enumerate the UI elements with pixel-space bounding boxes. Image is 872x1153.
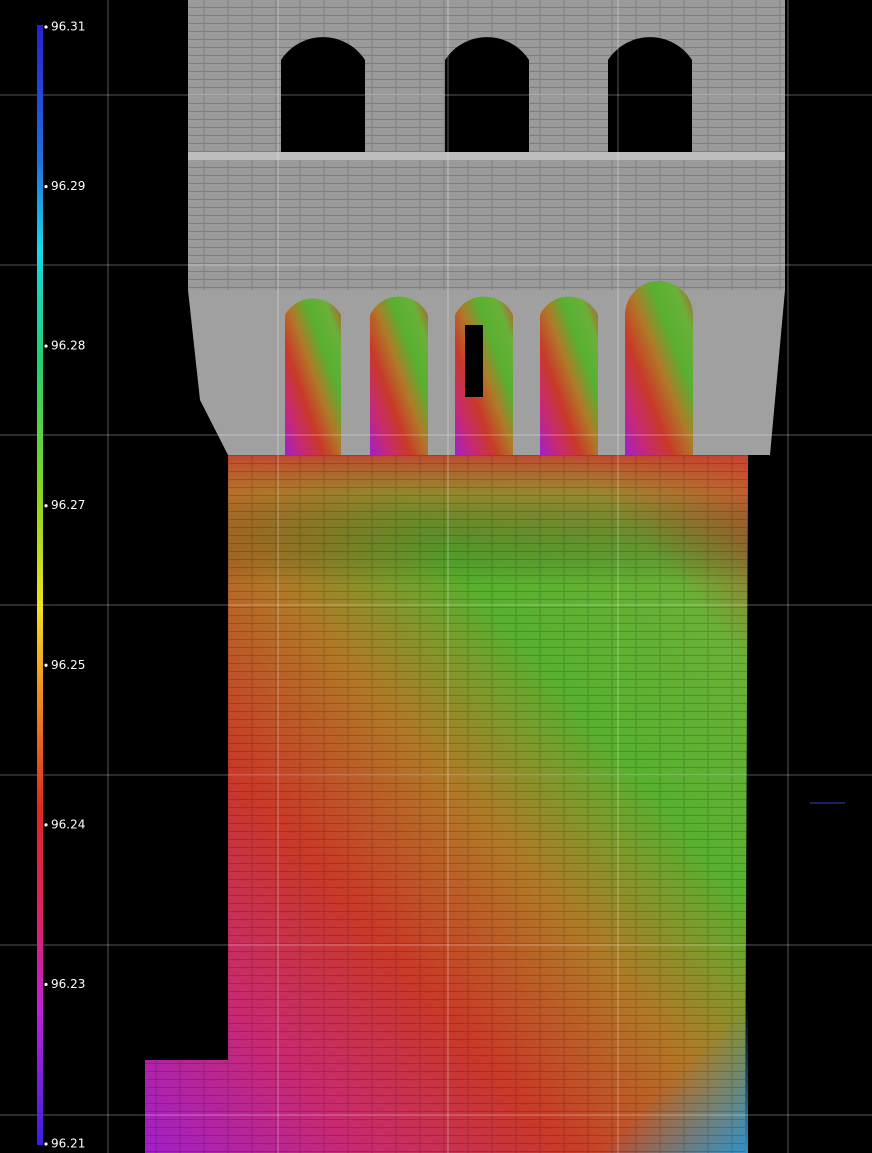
scale-label: 96.21	[51, 1137, 85, 1151]
point-cloud-view: 96.31 96.29 96.28 96.27 96.25 96.24 96.23 96.21	[0, 0, 872, 1153]
scale-label: 96.25	[51, 658, 85, 672]
scale-tick	[44, 1142, 47, 1145]
scale-tick	[44, 25, 47, 28]
scale-label: 96.31	[51, 20, 85, 34]
slot-window	[465, 325, 483, 397]
scale-tick	[44, 185, 47, 188]
scale-label: 96.23	[51, 977, 85, 991]
scale-tick	[44, 664, 47, 667]
scale-label: 96.27	[51, 498, 85, 512]
scale-tick	[44, 983, 47, 986]
page: 96.31 96.29 96.28 96.27 96.25 96.24 96.23 96.21…	[0, 0, 872, 1153]
tower-body-texture	[145, 455, 748, 1153]
scale-tick	[44, 504, 47, 507]
scale-label: 96.24	[51, 817, 85, 831]
upper-windows	[281, 37, 692, 160]
scale-tick	[44, 823, 47, 826]
color-scale-bar	[37, 25, 43, 1145]
scale-label: 96.28	[51, 339, 85, 353]
scale-label: 96.29	[51, 179, 85, 193]
scale-tick	[44, 345, 47, 348]
